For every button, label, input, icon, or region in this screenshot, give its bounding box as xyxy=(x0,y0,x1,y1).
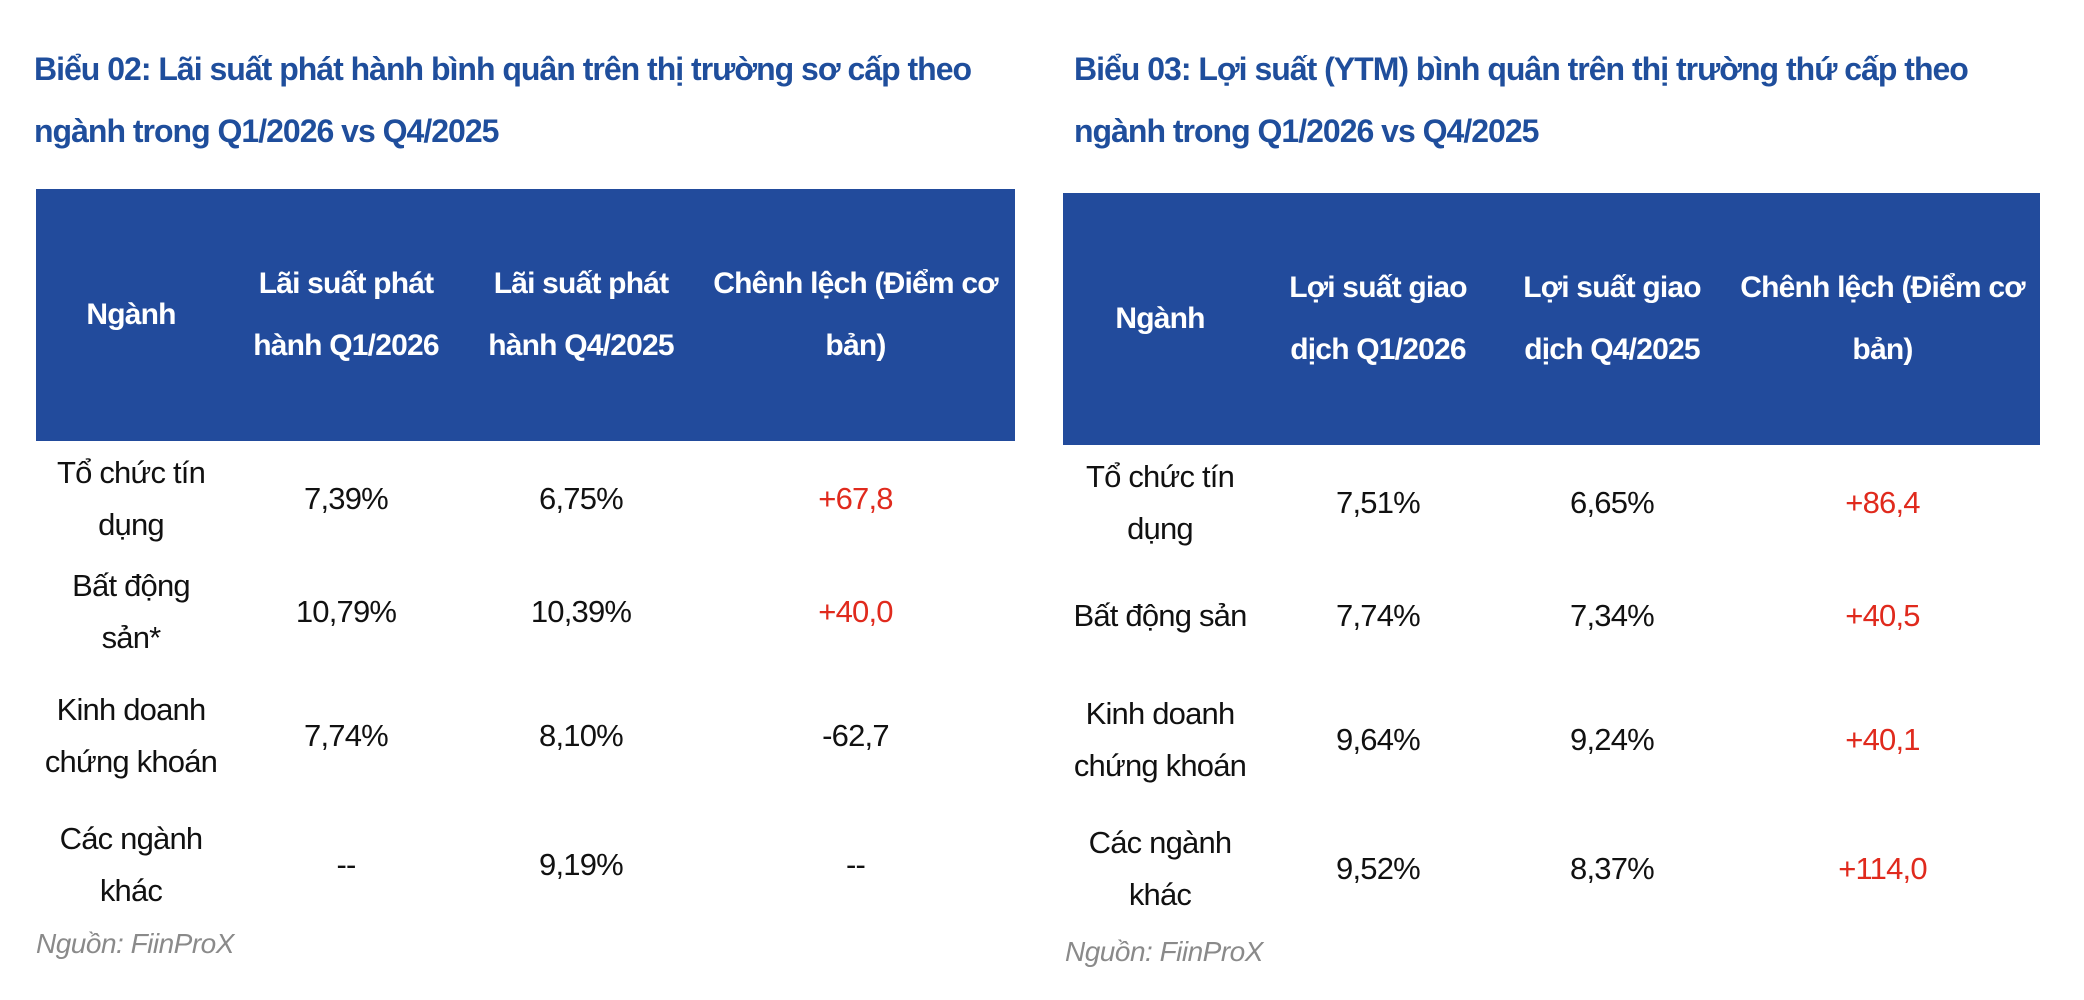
header-cell: Ngành xyxy=(36,189,226,441)
cell: 7,74% xyxy=(1336,598,1421,633)
right-panel: Biểu 03: Lợi suất (YTM) bình quân trên t… xyxy=(1063,0,2053,1000)
source: Nguồn: FiinProX xyxy=(1065,936,1263,967)
cell: +40,5 xyxy=(1845,598,1920,633)
cell: 7,39% xyxy=(304,480,389,516)
cell: 9,24% xyxy=(1570,722,1655,757)
cell: Các ngành khác xyxy=(1088,825,1233,912)
header-cell: Chênh lệch (Điểm cơ bản) xyxy=(696,189,1015,441)
cell: Bất động sản* xyxy=(72,568,191,655)
cell: -- xyxy=(845,847,866,882)
cell: 6,65% xyxy=(1570,484,1655,520)
cell: +86,4 xyxy=(1845,484,1920,520)
cell: 7,34% xyxy=(1570,598,1655,633)
left-panel: Biểu 02: Lãi suất phát hành bình quân tr… xyxy=(34,0,1026,1000)
cell: 9,64% xyxy=(1336,722,1421,757)
cell: 6,75% xyxy=(539,480,624,516)
header-cell: Lãi suất phát hành Q1/2026 xyxy=(226,189,466,441)
cell: +40,1 xyxy=(1845,722,1920,757)
title: Biểu 02: Lãi suất phát hành bình quân tr… xyxy=(34,51,972,149)
row: Các ngành khác -- 9,19% -- xyxy=(36,804,1015,926)
row: Kinh doanh chứng khoán 7,74% 8,10% -62,7 xyxy=(36,668,1015,804)
header-cell: Lợi suất giao dịch Q1/2026 xyxy=(1257,193,1499,445)
table: Ngành Lợi suất giao dịch Q1/2026 Lợi suất … xyxy=(1063,193,2040,930)
cell: +67,8 xyxy=(818,480,893,516)
title: Biểu 03: Lợi suất (YTM) bình quân trên t… xyxy=(1074,51,1969,149)
cell: Kinh doanh chứng khoán xyxy=(44,692,218,779)
cell: 9,19% xyxy=(539,847,624,882)
header-cell: Chênh lệch (Điểm cơ bản) xyxy=(1725,193,2040,445)
cell: +114,0 xyxy=(1838,851,1927,886)
cell: 10,39% xyxy=(530,594,632,629)
row: Bất động sản* 10,79% 10,39% +40,0 xyxy=(36,556,1015,668)
cell: 9,52% xyxy=(1336,851,1421,886)
cell: 7,74% xyxy=(304,718,389,753)
cell: -- xyxy=(336,847,356,882)
cell: 7,51% xyxy=(1336,484,1421,520)
header-row: Ngành Lãi suất phát hành Q1/2026 Lãi suất … xyxy=(36,189,1015,441)
cell: +40,0 xyxy=(818,594,893,629)
header-row: Ngành Lợi suất giao dịch Q1/2026 Lợi suất … xyxy=(1063,193,2040,445)
table: Ngành Lãi suất phát hành Q1/2026 Lãi suất … xyxy=(36,189,1015,926)
header-cell: Ngành xyxy=(1063,193,1257,445)
row: Kinh doanh chứng khoán 9,64% 9,24% +40,1 xyxy=(1063,672,2040,808)
cell: Kinh doanh chứng khoán xyxy=(1073,696,1247,783)
header-cell: Lãi suất phát hành Q4/2025 xyxy=(466,189,696,441)
cell: Tổ chức tín dụng xyxy=(56,454,206,542)
source: Nguồn: FiinProX xyxy=(36,928,234,959)
row: Bất động sản 7,74% 7,34% +40,5 xyxy=(1063,560,2040,672)
cell: -62,7 xyxy=(822,718,889,753)
row: Tổ chức tín dụng 7,39% 6,75% +67,8 xyxy=(36,441,1015,556)
cell: 8,10% xyxy=(539,718,624,753)
row: Tổ chức tín dụng 7,51% 6,65% +86,4 xyxy=(1063,445,2040,560)
cell: 10,79% xyxy=(295,594,397,629)
header-cell: Lợi suất giao dịch Q4/2025 xyxy=(1499,193,1725,445)
cell: Các ngành khác xyxy=(59,821,204,908)
cell: 8,37% xyxy=(1570,851,1655,886)
row: Các ngành khác 9,52% 8,37% +114,0 xyxy=(1063,808,2040,930)
cell: Bất động sản xyxy=(1073,598,1247,633)
cell: Tổ chức tín dụng xyxy=(1085,458,1235,546)
